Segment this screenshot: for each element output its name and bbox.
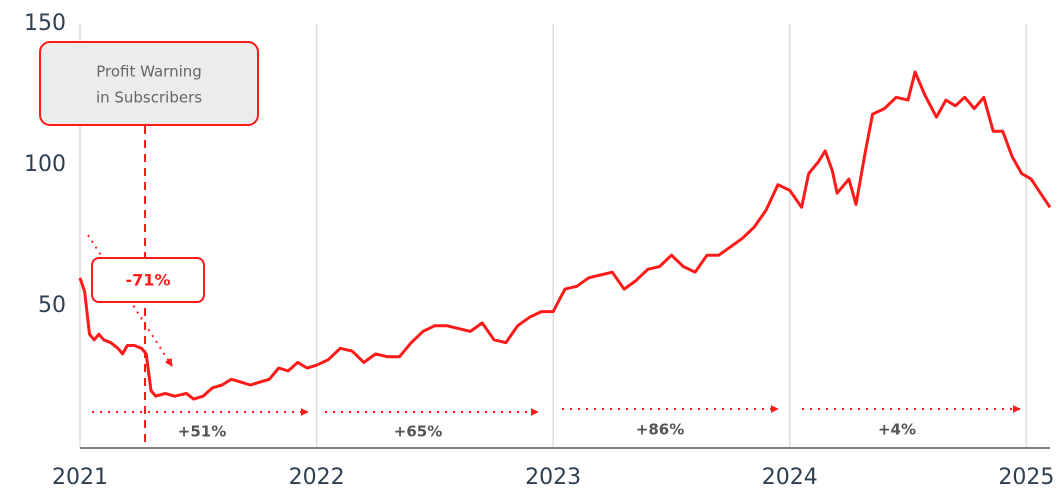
year-change: +4% bbox=[878, 421, 916, 439]
y-tick-label: 150 bbox=[24, 11, 66, 36]
annotation-text: in Subscribers bbox=[96, 89, 202, 107]
x-tick-label: 2024 bbox=[762, 465, 818, 490]
annotations: Profit Warning in Subscribers -71% +51% … bbox=[39, 41, 1021, 448]
annotation-box bbox=[39, 41, 259, 126]
year-change: +65% bbox=[394, 423, 442, 441]
x-tick-label: 2023 bbox=[525, 465, 581, 490]
x-tick-label: 2022 bbox=[289, 465, 345, 490]
year-change: +86% bbox=[636, 421, 684, 439]
plot bbox=[78, 70, 1052, 401]
y-tick-label: 100 bbox=[24, 152, 66, 177]
y-tick-label: 50 bbox=[38, 293, 66, 318]
drop-box bbox=[91, 257, 205, 303]
year-change: +51% bbox=[178, 423, 226, 441]
x-tick-label: 2021 bbox=[52, 465, 108, 490]
price-line bbox=[78, 70, 1052, 401]
drop-label: -71% bbox=[126, 271, 171, 290]
annotation-text: Profit Warning bbox=[96, 63, 202, 81]
x-tick-label: 2025 bbox=[998, 465, 1054, 490]
